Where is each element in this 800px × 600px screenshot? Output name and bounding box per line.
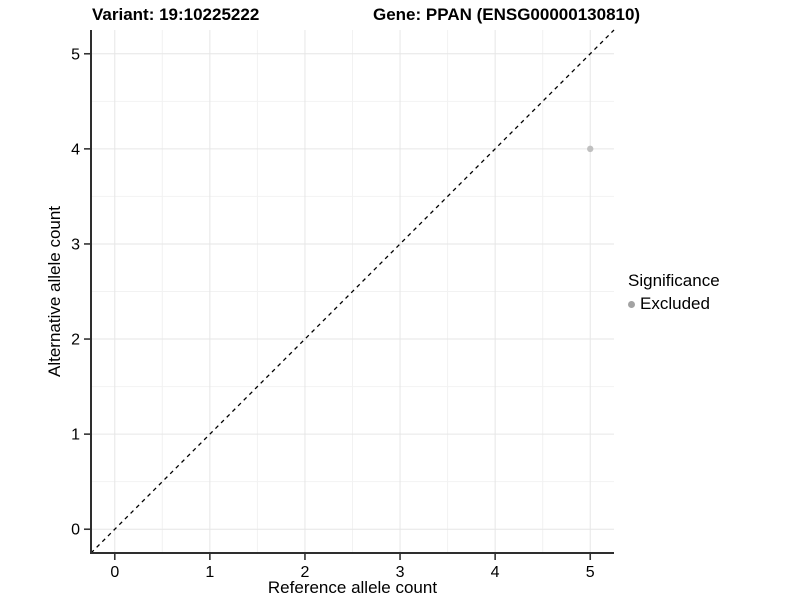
gene-title: Gene: PPAN (ENSG00000130810) — [373, 5, 641, 24]
data-points — [587, 145, 594, 153]
x-tick-label: 1 — [205, 564, 214, 581]
y-tick-label: 0 — [71, 522, 80, 539]
legend-dot-icon — [628, 300, 635, 308]
x-tick-label: 4 — [491, 564, 500, 581]
legend-item-excluded: Excluded — [628, 294, 720, 314]
identity-line — [90, 29, 615, 554]
legend: Significance Excluded — [628, 271, 720, 314]
legend-item-label: Excluded — [640, 294, 710, 313]
y-tick-label: 3 — [71, 236, 80, 253]
y-tick-label: 5 — [71, 46, 80, 63]
minor-gridlines — [91, 30, 614, 553]
variant-title: Variant: 19:10225222 — [92, 5, 260, 24]
axis-tick-labels: 0 1 2 3 4 5 0 1 2 3 4 5 — [71, 46, 595, 581]
identity-dashed-line — [90, 29, 615, 554]
major-gridlines — [91, 30, 614, 553]
x-tick-label: 3 — [396, 564, 405, 581]
y-axis-title: Alternative allele count — [45, 206, 64, 377]
legend-title: Significance — [628, 271, 720, 290]
y-tick-label: 2 — [71, 332, 80, 349]
y-tick-label: 4 — [71, 141, 80, 158]
y-tick-label: 1 — [71, 427, 80, 444]
axis-ticks — [84, 52, 592, 560]
axis-lines — [90, 30, 614, 554]
data-point — [587, 145, 594, 153]
x-tick-label: 0 — [110, 564, 119, 581]
x-tick-label: 2 — [301, 564, 310, 581]
x-tick-label: 5 — [586, 564, 595, 581]
axis-titles: Reference allele count Alternative allele… — [45, 206, 437, 597]
x-axis-title: Reference allele count — [268, 578, 437, 597]
